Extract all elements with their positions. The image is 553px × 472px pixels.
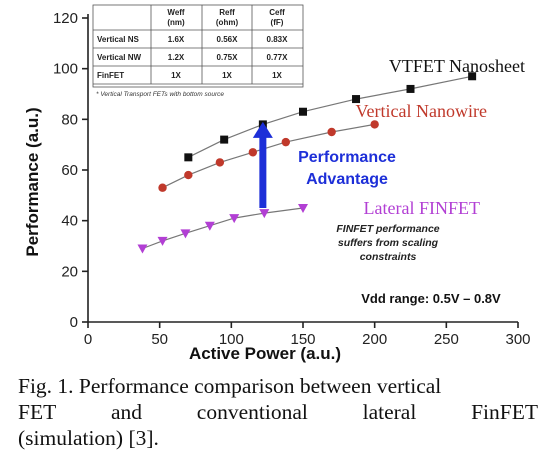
- table-header-ceff: Ceff: [269, 8, 285, 17]
- table-cell: 1.6X: [168, 35, 185, 44]
- caption-line-3: (simulation) [3].: [18, 426, 159, 450]
- caption-word: conventional: [196, 400, 308, 424]
- data-point-vertical-nanowire: [215, 158, 225, 167]
- arrow-label-line2: Advantage: [306, 171, 388, 188]
- series-label-vtfet-nanosheet: VTFET Nanosheet: [389, 56, 525, 76]
- table-cell: 1X: [171, 71, 181, 80]
- finfet-note-line2: suffers from scaling: [338, 237, 439, 249]
- series-label-vertical-nanowire: Vertical Nanowire: [356, 101, 487, 121]
- series-label-lateral-finfet: Lateral FINFET: [364, 198, 480, 218]
- table-footnote: * Vertical Transport FETs with bottom so…: [96, 91, 224, 98]
- y-tick-label: 40: [61, 213, 78, 230]
- finfet-note-line1: FINFET performance: [336, 223, 439, 235]
- data-point-vertical-nanowire: [281, 137, 290, 147]
- arrow-head: [252, 121, 273, 138]
- table-cell: 1.2X: [168, 53, 185, 62]
- data-point-vertical-nanowire: [248, 148, 258, 157]
- data-point-lateral-finfet: [259, 209, 270, 219]
- caption-word: and: [110, 400, 143, 424]
- data-point-lateral-finfet: [157, 236, 168, 246]
- figure-caption: Fig. 1. Performance comparison between v…: [18, 373, 538, 451]
- data-point-vertical-nanowire: [158, 183, 167, 192]
- data-point-lateral-finfet: [298, 204, 308, 213]
- data-point-vertical-nanowire: [184, 170, 193, 180]
- table-row-label: Vertical NW: [97, 53, 141, 62]
- data-point-vertical-nanowire: [370, 120, 379, 129]
- x-tick-label: 0: [84, 331, 92, 348]
- axes: 0 20 40 60 80 100 120 0 50 100 150 200 250 300: [53, 10, 531, 348]
- x-tick-label: 250: [434, 331, 459, 348]
- table-row-label: FinFET: [97, 71, 124, 80]
- performance-chart: 0 20 40 60 80 100 120 0 50 100 150 200 250 300 Perfor…: [23, 4, 531, 363]
- table-row-label: Vertical NS: [97, 35, 139, 44]
- x-tick-label: 200: [362, 331, 387, 348]
- data-point-lateral-finfet: [137, 244, 148, 254]
- caption-word: FET: [18, 400, 57, 424]
- caption-word: lateral: [362, 400, 417, 424]
- finfet-note-line3: constraints: [360, 251, 417, 263]
- inset-table-frame: [92, 4, 304, 88]
- data-point-lateral-finfet: [229, 214, 240, 224]
- x-tick-label: 150: [290, 331, 315, 348]
- table-cell: 1X: [222, 71, 232, 80]
- inset-table: Weff (nm) Reff (ohm) Ceff (fF) Vertical …: [92, 4, 304, 98]
- table-header-reff: Reff: [219, 8, 235, 17]
- y-axis-title: Performance (a.u.): [23, 107, 42, 256]
- table-header-reff-unit: (ohm): [216, 18, 239, 27]
- x-tick-label: 300: [505, 331, 530, 348]
- arrow-label-line1: Performance: [298, 149, 396, 166]
- data-point-lateral-finfet: [180, 229, 191, 239]
- caption-word: FinFET: [471, 400, 538, 424]
- data-point-lateral-finfet: [204, 221, 215, 231]
- table-header-weff: Weff: [167, 8, 185, 17]
- caption-line-1: Fig. 1. Performance comparison between v…: [18, 374, 442, 398]
- table-cell: 0.56X: [217, 35, 239, 44]
- x-axis-title: Active Power (a.u.): [189, 344, 341, 363]
- data-point-vertical-nanowire: [327, 127, 336, 137]
- table-cell: 1X: [272, 71, 282, 80]
- table-cell: 0.77X: [267, 53, 289, 62]
- x-tick-label: 100: [219, 331, 244, 348]
- data-point-vtfet-nanosheet: [406, 84, 415, 93]
- y-tick-label: 60: [61, 162, 78, 179]
- vdd-range-label: Vdd range: 0.5V – 0.8V: [361, 291, 501, 306]
- series-layer: [137, 72, 477, 254]
- table-cell: 0.83X: [267, 35, 289, 44]
- y-tick-label: 80: [61, 111, 78, 128]
- y-tick-label: 120: [53, 10, 78, 27]
- caption-line-2: FET and conventional lateral FinFET: [18, 399, 538, 425]
- data-point-vtfet-nanosheet: [468, 72, 477, 81]
- data-point-vtfet-nanosheet: [220, 135, 229, 144]
- table-header-weff-unit: (nm): [167, 18, 185, 27]
- table-header-ceff-unit: (fF): [271, 18, 284, 27]
- y-tick-label: 0: [70, 314, 78, 331]
- data-point-vtfet-nanosheet: [352, 95, 361, 104]
- data-point-vtfet-nanosheet: [299, 107, 307, 116]
- x-tick-label: 50: [151, 331, 168, 348]
- data-point-vtfet-nanosheet: [184, 153, 193, 162]
- performance-advantage-arrow: [252, 121, 273, 208]
- series-line-lateral-finfet: [142, 207, 304, 250]
- y-tick-label: 100: [53, 61, 78, 78]
- y-tick-label: 20: [61, 263, 78, 280]
- table-cell: 0.75X: [217, 53, 239, 62]
